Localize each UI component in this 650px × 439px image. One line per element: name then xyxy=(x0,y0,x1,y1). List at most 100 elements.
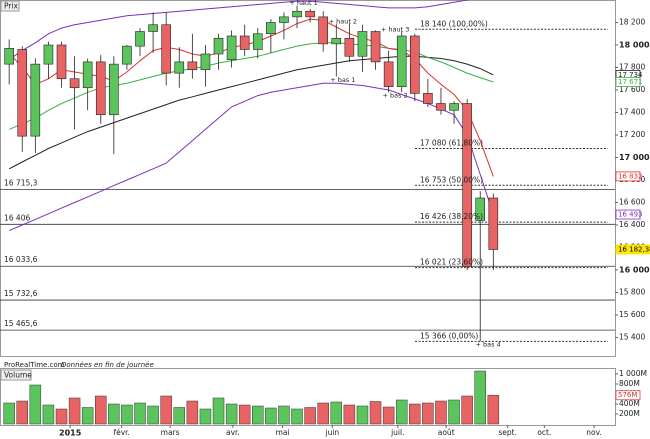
y-tick-label: 16 400 xyxy=(619,220,645,229)
volume-marker-label: 576M xyxy=(618,391,637,399)
fibonacci-label: 16 021 (23,60%) xyxy=(420,258,483,267)
candle-body xyxy=(462,103,472,267)
volume-bar xyxy=(3,402,15,425)
candle-body xyxy=(148,24,158,32)
volume-bar xyxy=(369,401,382,425)
annotation: + haut 1 xyxy=(289,0,318,7)
x-tick-label: avr. xyxy=(226,428,240,437)
candle-body xyxy=(187,61,198,71)
y-tick-label: 17 400 xyxy=(619,108,645,117)
x-tick-label: mars xyxy=(161,428,180,437)
candle-body xyxy=(331,37,342,45)
y-tick-label: 17 800 xyxy=(619,63,645,72)
volume-bar xyxy=(382,406,395,425)
candle-body xyxy=(4,48,14,65)
support-label: 15 465,6 xyxy=(4,319,38,328)
volume-bar xyxy=(225,403,238,425)
candle-body xyxy=(122,45,132,65)
overlay: 18 200 18 000 17 800 17 600 17 400 17 200 17 0… xyxy=(4,0,650,348)
price-marker-label: 17 671 xyxy=(618,78,643,86)
price-marker-label: 16 182,38 xyxy=(618,245,650,253)
volume-bar xyxy=(435,400,447,425)
volume-bar xyxy=(252,405,264,425)
volume-bar xyxy=(55,408,68,425)
y-tick-label: 1 000M xyxy=(619,369,647,378)
y-tick-label: 400M xyxy=(619,399,640,408)
x-tick-label: juil. xyxy=(390,428,404,437)
annotation: + bas 1 xyxy=(330,76,355,84)
y-tick-label: 16 000 xyxy=(619,266,650,275)
annotation: + bas 4 xyxy=(475,340,500,348)
price-marker xyxy=(615,77,641,87)
volume-bar xyxy=(81,407,94,425)
x-tick-label: juin xyxy=(325,428,340,437)
price-marker xyxy=(615,171,641,182)
x-tick-label: mai xyxy=(276,428,290,437)
volume-bar xyxy=(16,400,28,425)
volume-bar xyxy=(291,408,303,425)
candle-body xyxy=(305,10,315,18)
candle-body xyxy=(436,103,446,111)
volume-bar xyxy=(108,403,120,425)
candle-body xyxy=(318,16,329,45)
price-marker-label: 17 734 xyxy=(618,71,643,79)
price-plot xyxy=(0,0,615,342)
volume-bar xyxy=(330,401,343,425)
candle-body xyxy=(449,103,459,111)
volume-bar xyxy=(409,403,421,425)
volume-bar xyxy=(304,407,316,425)
candle-body xyxy=(344,37,355,57)
volume-bar xyxy=(212,397,225,425)
volume-bar xyxy=(95,395,107,425)
annotation: + haut 2 xyxy=(329,17,358,25)
y-tick-label: 15 400 xyxy=(619,333,645,342)
candle-body xyxy=(30,63,41,137)
volume-title: Volume xyxy=(4,371,32,380)
x-tick-label: août xyxy=(438,428,455,437)
annotation: + haut 3 xyxy=(381,25,410,33)
y-tick-label: 17 600 xyxy=(619,85,645,94)
candle-body xyxy=(252,33,263,50)
candle-body xyxy=(161,24,171,74)
candle-body xyxy=(409,35,420,94)
candle-body xyxy=(69,78,80,89)
volume-bar xyxy=(134,402,146,425)
candle-body xyxy=(226,35,237,60)
volume-bar xyxy=(121,404,133,425)
y-tick-label: 17 000 xyxy=(619,153,650,162)
volume-bar xyxy=(343,404,356,425)
fibonacci-label: 15 366 (0,00%) xyxy=(420,331,478,340)
x-tick-label: févr. xyxy=(113,428,129,437)
price-marker xyxy=(615,244,650,255)
candle-body xyxy=(213,37,224,55)
candle-body xyxy=(174,61,185,74)
fibonacci-label: 16 426 (38,20%) xyxy=(420,212,483,221)
volume-bar xyxy=(173,407,186,425)
candle-body xyxy=(239,35,250,50)
candle-body xyxy=(17,49,28,137)
volume-bar xyxy=(68,397,81,425)
price-title: Prix xyxy=(4,2,19,11)
y-tick-label: 800M xyxy=(619,379,640,388)
support-label: 16 715,3 xyxy=(4,179,38,188)
volume-bar xyxy=(461,395,473,425)
y-tick-label: 200M xyxy=(619,409,640,418)
candle-body xyxy=(43,44,54,65)
volume-bar xyxy=(448,399,460,425)
candle-body xyxy=(109,63,119,116)
y-tick-label: 16 600 xyxy=(619,198,645,207)
candle-body xyxy=(383,61,394,87)
title-box xyxy=(0,0,20,12)
fibonacci-label: 16 753 (50,00%) xyxy=(420,175,483,184)
volume-marker xyxy=(615,390,641,401)
candle-body xyxy=(56,44,67,80)
volume-bar xyxy=(186,400,199,425)
y-tick-label: 18 000 xyxy=(619,41,650,50)
candle-body xyxy=(95,61,106,116)
volume-bar xyxy=(265,407,277,425)
volume-bar xyxy=(278,405,290,425)
source-note: Données en fin de journée xyxy=(61,361,154,369)
fibonacci-label: 18 140 (100,00%) xyxy=(420,19,488,28)
volume-bar xyxy=(147,405,159,425)
